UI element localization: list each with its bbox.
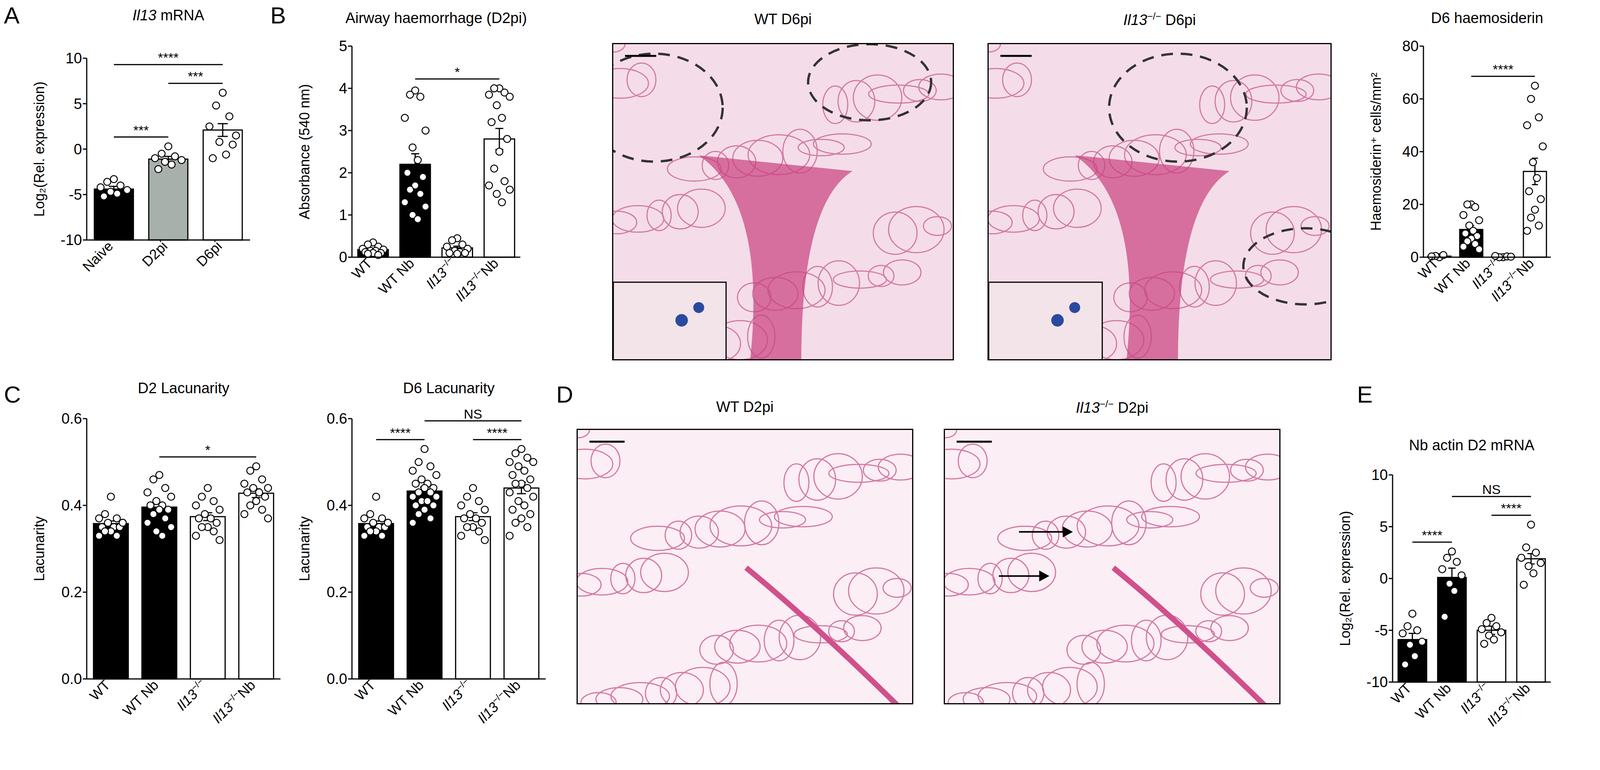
- svg-text:WT: WT: [1387, 679, 1415, 707]
- svg-text:D2pi: D2pi: [138, 237, 171, 270]
- svg-text:Naive: Naive: [79, 237, 117, 275]
- svg-text:****: ****: [1500, 500, 1522, 516]
- svg-text:****: ****: [1492, 61, 1514, 77]
- svg-text:****: ****: [1421, 527, 1443, 543]
- svg-text:Il13−/−: Il13−/−: [437, 675, 476, 714]
- svg-text:****: ****: [157, 50, 179, 65]
- svg-text:5: 5: [73, 95, 83, 113]
- svg-text:10: 10: [65, 50, 83, 67]
- svg-text:***: ***: [133, 122, 149, 138]
- svg-text:-5: -5: [1374, 621, 1388, 639]
- svg-text:0.0: 0.0: [61, 670, 83, 687]
- svg-text:WT Nb: WT Nb: [1431, 255, 1474, 298]
- svg-text:Log₂(Rel. expression): Log₂(Rel. expression): [31, 81, 48, 217]
- svg-text:NS: NS: [463, 406, 483, 422]
- svg-text:WT Nb: WT Nb: [119, 676, 162, 719]
- svg-text:-10: -10: [1366, 673, 1388, 690]
- svg-text:Il13−/−Nb: Il13−/−Nb: [1487, 254, 1538, 305]
- svg-text:2: 2: [339, 164, 348, 181]
- svg-text:0: 0: [1410, 248, 1419, 266]
- svg-text:Lacunarity: Lacunarity: [296, 516, 313, 581]
- svg-text:Il13−/−Nb: Il13−/−Nb: [208, 675, 259, 726]
- svg-text:***: ***: [187, 68, 204, 84]
- svg-text:Log₂(Rel. expression): Log₂(Rel. expression): [1337, 510, 1354, 646]
- svg-text:1: 1: [339, 206, 348, 224]
- svg-text:Il13−/−Nb: Il13−/−Nb: [451, 254, 502, 305]
- svg-text:5: 5: [339, 37, 348, 55]
- svg-text:60: 60: [1402, 90, 1419, 108]
- svg-text:WT: WT: [351, 676, 379, 704]
- svg-text:0: 0: [339, 248, 348, 266]
- svg-text:4: 4: [339, 80, 348, 97]
- svg-text:Lacunarity: Lacunarity: [31, 516, 48, 581]
- svg-text:Il13−/−Nb: Il13−/−Nb: [1483, 678, 1534, 729]
- svg-text:WT: WT: [1414, 255, 1442, 283]
- svg-text:Il13−/−: Il13−/−: [1456, 678, 1494, 717]
- svg-text:Absorbance (540 nm): Absorbance (540 nm): [296, 83, 313, 220]
- svg-text:0.2: 0.2: [326, 583, 348, 600]
- svg-text:WT Nb: WT Nb: [375, 255, 418, 298]
- svg-text:0.2: 0.2: [61, 583, 83, 600]
- svg-text:*: *: [454, 64, 460, 80]
- svg-text:0.0: 0.0: [326, 670, 348, 687]
- svg-text:40: 40: [1402, 143, 1419, 160]
- svg-text:Il13−/−Nb: Il13−/−Nb: [473, 675, 524, 726]
- svg-text:NS: NS: [1482, 481, 1501, 497]
- svg-text:Il13−/−: Il13−/−: [421, 254, 460, 292]
- svg-text:0: 0: [1379, 569, 1388, 587]
- svg-text:10: 10: [1371, 466, 1388, 483]
- svg-text:0.4: 0.4: [326, 496, 348, 514]
- svg-text:****: ****: [486, 425, 508, 440]
- svg-text:80: 80: [1402, 37, 1419, 55]
- svg-text:****: ****: [389, 425, 411, 440]
- svg-text:0.4: 0.4: [61, 496, 83, 514]
- svg-text:3: 3: [339, 122, 348, 139]
- svg-text:-5: -5: [68, 186, 83, 203]
- svg-text:*: *: [205, 442, 211, 458]
- svg-text:WT Nb: WT Nb: [1412, 679, 1455, 722]
- svg-text:WT: WT: [86, 676, 114, 704]
- svg-text:Haemosiderin⁺ cells/mm²: Haemosiderin⁺ cells/mm²: [1367, 72, 1384, 231]
- svg-text:5: 5: [1379, 518, 1388, 535]
- svg-text:WT Nb: WT Nb: [384, 676, 427, 719]
- svg-text:0.6: 0.6: [326, 410, 348, 427]
- svg-text:D6pi: D6pi: [193, 237, 225, 270]
- svg-text:0: 0: [73, 141, 83, 158]
- svg-text:0.6: 0.6: [61, 410, 83, 427]
- svg-text:Il13−/−: Il13−/−: [172, 675, 211, 714]
- svg-text:20: 20: [1402, 196, 1419, 213]
- svg-text:-10: -10: [60, 231, 83, 249]
- svg-text:WT: WT: [348, 255, 376, 283]
